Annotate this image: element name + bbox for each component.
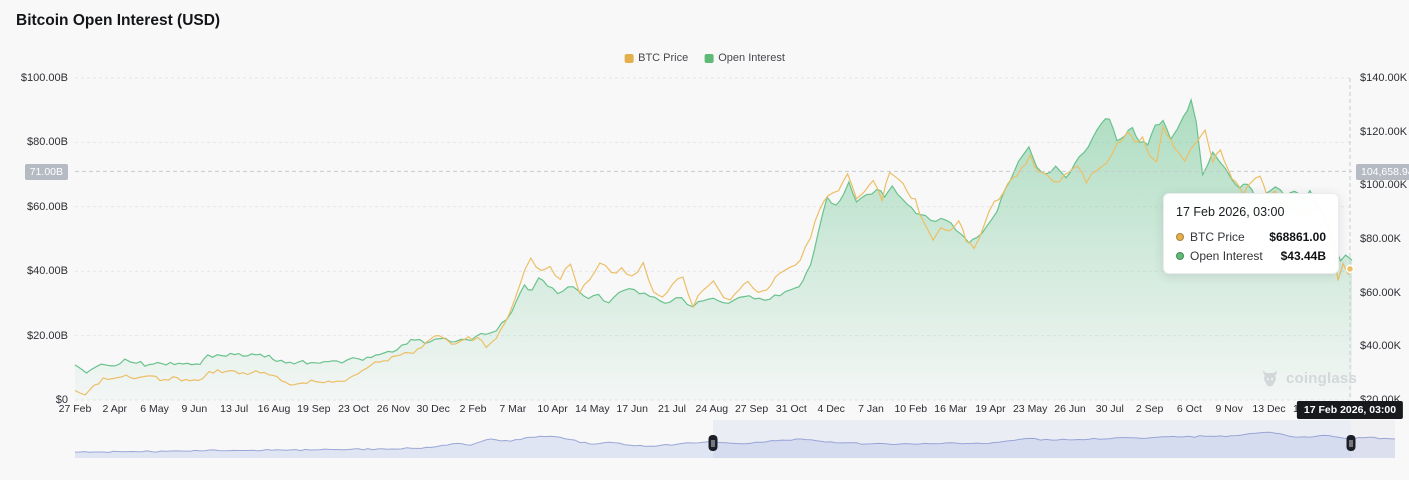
x-tick-label: 4 Dec	[817, 403, 845, 415]
legend-label: Open Interest	[718, 52, 785, 64]
x-tick-label: 10 Apr	[537, 403, 568, 415]
x-tick-label: 24 Aug	[695, 403, 729, 415]
x-tick-label: 23 May	[1012, 403, 1048, 415]
x-tick-label: 7 Jan	[858, 403, 884, 415]
tooltip-label: Open Interest	[1190, 249, 1263, 263]
x-tick-label: 27 Sep	[734, 403, 769, 415]
x-tick-label: 2 Apr	[102, 403, 128, 415]
legend-item-open-interest[interactable]: Open Interest	[704, 52, 785, 64]
y-tick-label: $80.00B	[27, 136, 68, 149]
open-interest-dot-icon	[1176, 252, 1184, 260]
chart-tooltip: 17 Feb 2026, 03:00 BTC Price $68861.00 O…	[1163, 193, 1339, 274]
x-tick-label: 10 Feb	[894, 403, 928, 415]
y-tick-label: $100.00B	[20, 72, 68, 84]
y-tick-label: $120.00K	[1360, 125, 1408, 138]
y-tick-label: $40.00B	[27, 265, 68, 278]
tooltip-label: BTC Price	[1190, 230, 1245, 244]
crosshair-left-axis-badge: 71.00B	[24, 164, 68, 180]
navigator-left-handle[interactable]	[708, 435, 718, 451]
tooltip-row-btc-price: BTC Price $68861.00	[1176, 230, 1326, 244]
x-tick-label: 6 May	[140, 403, 169, 415]
x-tick-label: 26 Nov	[376, 403, 411, 415]
btc-price-swatch-icon	[624, 53, 634, 63]
x-tick-label: 30 Jul	[1095, 403, 1124, 415]
crosshair-right-axis-badge: 104,658.94	[1356, 164, 1409, 180]
x-tick-label: 13 Dec	[1252, 403, 1286, 415]
y-tick-label: $100.00K	[1360, 179, 1408, 192]
x-tick-label: 16 Aug	[257, 403, 291, 415]
x-tick-label: 23 Oct	[338, 403, 370, 415]
x-tick-label: 27 Feb	[58, 403, 92, 415]
y-tick-label: $80.00K	[1360, 233, 1401, 245]
x-tick-label: 9 Nov	[1215, 403, 1243, 415]
legend-label: BTC Price	[638, 52, 689, 64]
page-title: Bitcoin Open Interest (USD)	[16, 12, 221, 29]
legend-item-btc-price[interactable]: BTC Price	[624, 52, 688, 64]
x-tick-label: 14 May	[575, 403, 610, 415]
navigator-right-handle[interactable]	[1346, 435, 1356, 451]
coinglass-logo-icon	[1263, 370, 1277, 387]
chart-legend: BTC Price Open Interest	[624, 52, 785, 64]
open-interest-swatch-icon	[704, 53, 714, 63]
x-tick-label: 2 Feb	[459, 403, 487, 415]
y-tick-label: $60.00B	[27, 200, 68, 213]
tooltip-date: 17 Feb 2026, 03:00	[1176, 205, 1285, 219]
x-tick-label: 19 Apr	[975, 403, 1006, 415]
x-tick-label: 9 Jun	[181, 403, 208, 415]
btc-price-dot-icon	[1176, 233, 1184, 241]
x-tick-label: 19 Sep	[297, 403, 331, 415]
x-tick-label: 13 Jul	[220, 403, 249, 415]
x-tick-label: 31 Oct	[775, 403, 807, 415]
x-tick-label: 17 Jun	[616, 403, 648, 415]
crosshair-date-badge: 17 Feb 2026, 03:00	[1296, 401, 1404, 419]
watermark-text: coinglass	[1286, 369, 1357, 387]
tooltip-value: $43.44B	[1280, 249, 1326, 263]
x-tick-label: 7 Mar	[499, 403, 527, 415]
coinglass-watermark: coinglass	[1260, 368, 1357, 388]
y-tick-label: $40.00K	[1360, 340, 1401, 353]
x-tick-label: 6 Oct	[1176, 403, 1202, 415]
x-tick-label: 26 Jun	[1054, 403, 1086, 415]
y-tick-label: $20.00B	[27, 329, 68, 342]
tooltip-row-open-interest: Open Interest $43.44B	[1176, 249, 1326, 263]
x-tick-label: 16 Mar	[934, 403, 967, 415]
y-tick-label: $60.00K	[1360, 286, 1401, 299]
x-tick-label: 21 Jul	[657, 403, 687, 415]
y-tick-label: $140.00K	[1360, 72, 1408, 84]
tooltip-value: $68861.00	[1269, 230, 1326, 244]
x-tick-label: 30 Dec	[416, 403, 450, 415]
y-tick-label: $0	[55, 394, 68, 406]
x-tick-label: 2 Sep	[1135, 403, 1164, 415]
